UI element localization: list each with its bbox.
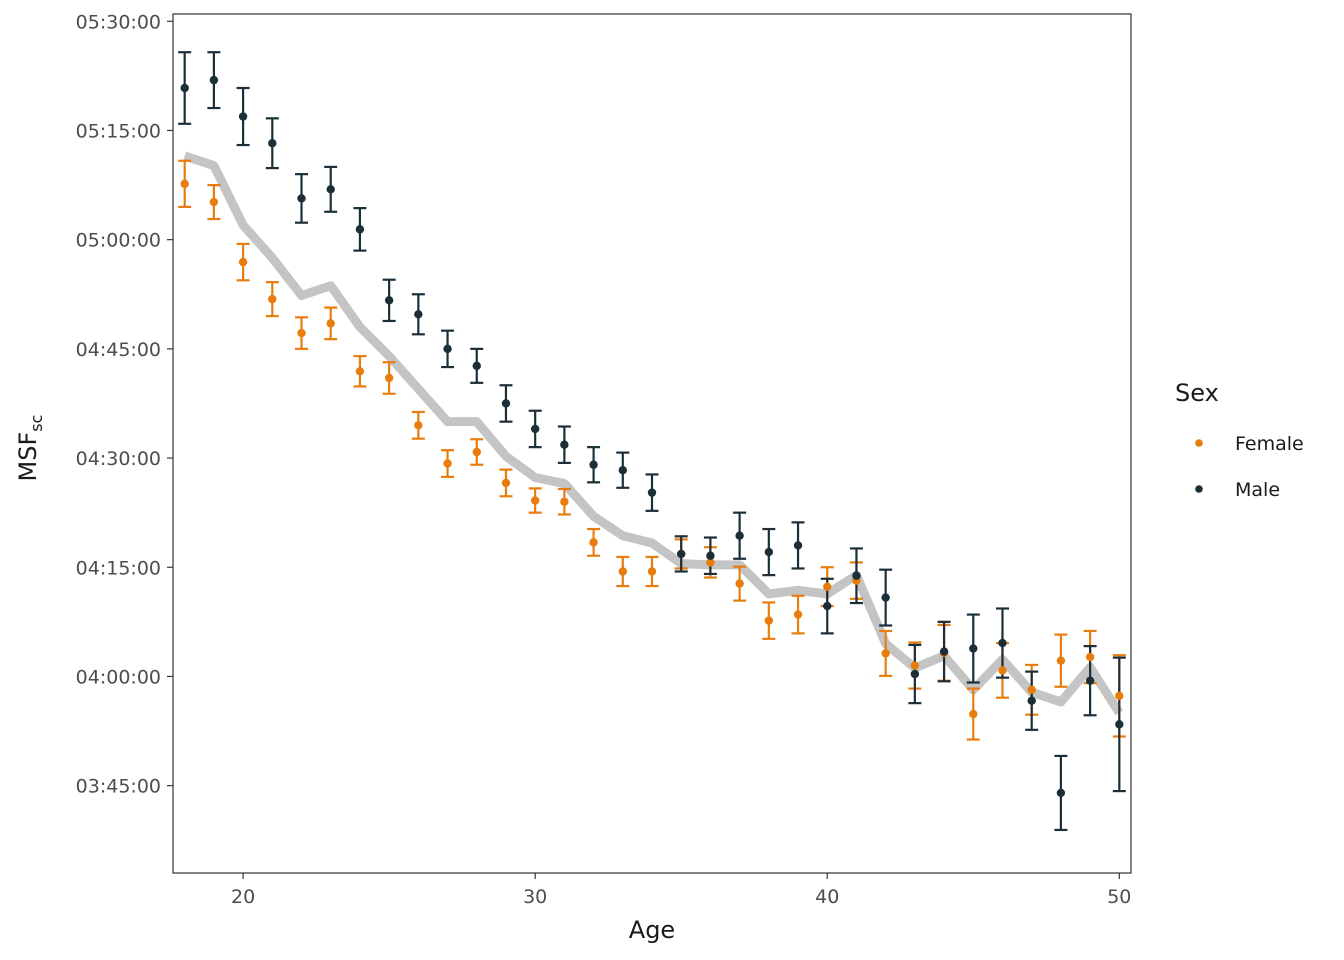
female-point [969,709,978,719]
female-point [998,666,1007,675]
female-point [297,328,306,338]
male-point [910,669,920,679]
male-point [998,638,1007,648]
male-points [180,75,1124,798]
male-point [326,185,335,194]
male-point [852,571,861,580]
male-point [1115,720,1124,729]
female-point [735,579,744,588]
female-point [1056,656,1066,665]
male-point [355,225,365,234]
female-point [881,649,890,658]
male-point [677,549,686,559]
trend-line-layer [183,151,1124,716]
male-point [1056,788,1066,798]
male-point [823,601,832,611]
y-axis-title-subscript: sc [27,415,46,432]
legend-label-male: Male [1235,479,1280,501]
female-point [209,197,219,207]
male-point [793,541,803,550]
male-point [1085,676,1095,685]
y-tick-label: 04:00:00 [76,666,161,688]
male-point [180,83,189,93]
y-tick-label: 04:30:00 [76,448,161,470]
female-point [1115,691,1124,701]
male-point [1027,696,1036,705]
y-axis-title-main: MSF [14,432,42,482]
female-point [1027,685,1036,694]
point-layer [180,75,1124,798]
female-point [706,558,715,567]
x-tick-label: 30 [523,886,547,908]
trend-line [183,151,1124,716]
y-tick-label: 04:45:00 [76,339,161,361]
male-point [618,465,627,475]
male-point [501,399,511,408]
y-tick-label: 04:15:00 [76,557,161,579]
female-point [823,582,832,591]
legend-key-male-icon [1195,485,1203,493]
y-tick-label: 05:15:00 [76,120,161,142]
x-tick-label: 50 [1107,886,1131,908]
male-point [268,139,277,148]
male-point [589,460,598,469]
x-tick-label: 20 [231,886,255,908]
male-point [764,547,774,557]
male-point [209,75,219,85]
male-point [472,361,481,371]
female-point [326,319,335,328]
female-point [560,497,569,506]
male-point [706,551,715,560]
y-axis-title: MSFsc [14,415,46,482]
male-point [238,112,248,121]
x-axis-title: Age [629,916,675,944]
plot-panel-border [172,13,1132,874]
legend: Sex Female Male [1175,379,1304,501]
male-point [735,531,744,540]
male-point [560,440,569,449]
y-tick-label: 05:30:00 [76,11,161,33]
female-point [472,447,481,457]
male-point [939,647,949,656]
legend-title: Sex [1175,379,1219,407]
legend-key-female-icon [1195,439,1203,447]
female-point [355,367,365,376]
male-point [414,310,423,319]
female-point [443,459,452,468]
legend-label-female: Female [1235,433,1304,455]
female-point [268,294,277,304]
female-point [384,373,394,383]
y-tick-label: 05:00:00 [76,230,161,252]
female-point [414,421,423,430]
female-point [793,610,803,619]
female-point [501,478,511,488]
axes-layer: 20 30 40 50 03:45:00 04:00:00 04:15:00 04:30:00… [76,11,1132,908]
female-point [618,567,627,576]
male-point [969,644,978,653]
male-point [881,593,890,602]
female-point [647,567,657,576]
x-tick-label: 40 [815,886,839,908]
female-points [180,179,1124,719]
male-point [384,296,394,305]
female-point [1085,652,1095,662]
male-point [647,488,657,497]
male-point [443,344,452,354]
male-point [297,194,306,203]
female-point [530,496,540,505]
y-tick-label: 03:45:00 [76,776,161,798]
female-point [180,179,189,189]
female-point [764,616,774,625]
female-point [910,661,920,670]
male-point [530,424,540,434]
female-point [589,538,598,547]
female-point [238,257,248,267]
